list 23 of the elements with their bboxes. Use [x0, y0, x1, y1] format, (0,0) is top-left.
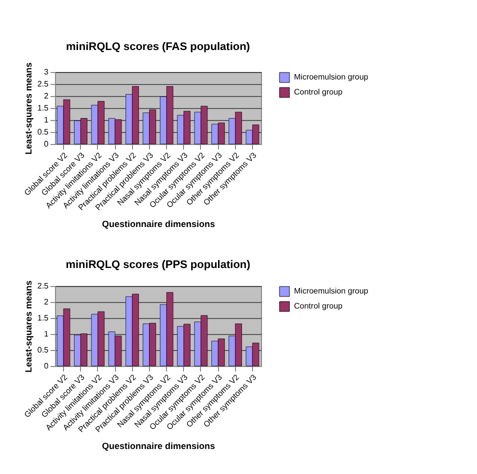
- y-tick-label: 1: [44, 116, 50, 124]
- chart-title: miniRQLQ scores (FAS population): [66, 40, 250, 53]
- y-tick-label: 2: [44, 92, 50, 100]
- x-axis-title: Questionnaire dimensions: [102, 441, 216, 452]
- chart-title: miniRQLQ scores (PPS population): [66, 258, 251, 271]
- y-axis-title: Least-squares means: [23, 62, 34, 155]
- y-tick-label: 0: [44, 140, 50, 148]
- y-axis-title: Least-squares means: [23, 280, 34, 373]
- y-tick-label: 2.5: [37, 80, 50, 88]
- legend-label: Microemulsion group: [294, 72, 369, 82]
- y-tick-label: 0: [44, 362, 50, 370]
- legend-label: Control group: [294, 88, 344, 96]
- legend-label: Control group: [294, 302, 344, 310]
- y-tick-label: 0.5: [37, 128, 50, 136]
- y-tick-label: 0.5: [37, 346, 50, 354]
- y-tick-label: 1: [44, 330, 50, 338]
- y-tick-label: 2: [44, 298, 50, 306]
- y-tick-label: 3: [44, 68, 50, 76]
- y-tick-label: 1.5: [37, 314, 50, 322]
- y-tick-label: 1.5: [37, 104, 50, 112]
- x-axis-title: Questionnaire dimensions: [102, 219, 216, 230]
- legend-label: Microemulsion group: [294, 286, 369, 296]
- y-tick-label: 2.5: [37, 282, 50, 290]
